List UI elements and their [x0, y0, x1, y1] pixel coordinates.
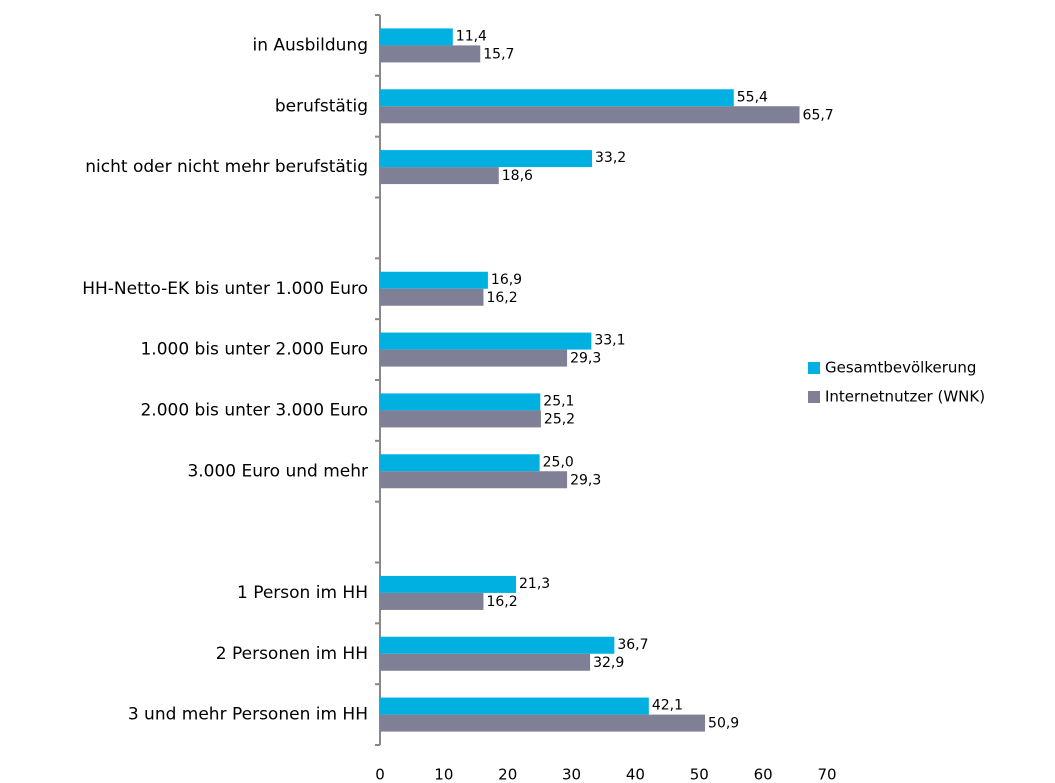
- x-tick-label: 60: [754, 766, 773, 783]
- x-tick-label: 40: [626, 766, 645, 783]
- bar: [380, 150, 593, 168]
- legend-swatch: [808, 391, 820, 403]
- x-tick-label: 70: [817, 766, 836, 783]
- bar: [380, 167, 499, 185]
- category-label: 1 Person im HH: [237, 583, 368, 603]
- x-tick-label: 10: [434, 766, 453, 783]
- bar: [380, 271, 488, 289]
- bar: [380, 410, 541, 428]
- value-label: 16,2: [486, 594, 517, 610]
- x-tick-label: 20: [498, 766, 517, 783]
- value-label: 15,7: [483, 46, 514, 62]
- bar: [380, 106, 800, 124]
- value-label: 29,3: [570, 351, 601, 367]
- category-label: 2 Personen im HH: [216, 644, 368, 664]
- bar: [380, 45, 481, 63]
- bar: [380, 636, 615, 654]
- value-label: 33,1: [594, 333, 625, 349]
- legend-label: Internetnutzer (WNK): [825, 388, 985, 406]
- x-tick-label: 50: [690, 766, 709, 783]
- category-label: 3 und mehr Personen im HH: [128, 705, 368, 725]
- bar: [380, 454, 540, 472]
- bar: [380, 653, 591, 671]
- value-label: 18,6: [502, 168, 533, 184]
- value-label: 16,9: [491, 272, 522, 288]
- value-label: 21,3: [519, 576, 550, 592]
- value-label: 36,7: [617, 637, 648, 653]
- category-label: in Ausbildung: [252, 35, 368, 55]
- bar: [380, 89, 734, 107]
- value-label: 50,9: [708, 716, 739, 732]
- bar: [380, 697, 649, 715]
- category-label: 3.000 Euro und mehr: [187, 461, 368, 481]
- bar: [380, 332, 592, 350]
- bar: [380, 471, 568, 489]
- bar: [380, 592, 484, 610]
- value-label: 29,3: [570, 472, 601, 488]
- category-label: 1.000 bis unter 2.000 Euro: [140, 340, 368, 360]
- value-label: 32,9: [593, 655, 624, 671]
- bar: [380, 349, 568, 367]
- bar: [380, 288, 484, 306]
- value-label: 16,2: [486, 290, 517, 306]
- category-label: nicht oder nicht mehr berufstätig: [85, 157, 368, 177]
- bar: [380, 714, 706, 732]
- x-tick-label: 0: [375, 766, 385, 783]
- category-label: 2.000 bis unter 3.000 Euro: [140, 400, 368, 420]
- legend-label: Gesamtbevölkerung: [825, 359, 976, 377]
- value-label: 25,2: [544, 411, 575, 427]
- value-label: 25,1: [543, 393, 574, 409]
- legend-swatch: [808, 362, 820, 374]
- x-tick-label: 30: [562, 766, 581, 783]
- category-label: HH-Netto-EK bis unter 1.000 Euro: [82, 279, 368, 299]
- value-label: 33,2: [595, 150, 626, 166]
- value-label: 11,4: [456, 28, 487, 44]
- value-label: 65,7: [803, 107, 834, 123]
- category-label: berufstätig: [275, 96, 368, 116]
- value-label: 55,4: [737, 89, 768, 105]
- bar: [380, 575, 517, 593]
- bar: [380, 393, 541, 411]
- bar: [380, 28, 453, 46]
- value-label: 42,1: [652, 698, 683, 714]
- value-label: 25,0: [543, 454, 574, 470]
